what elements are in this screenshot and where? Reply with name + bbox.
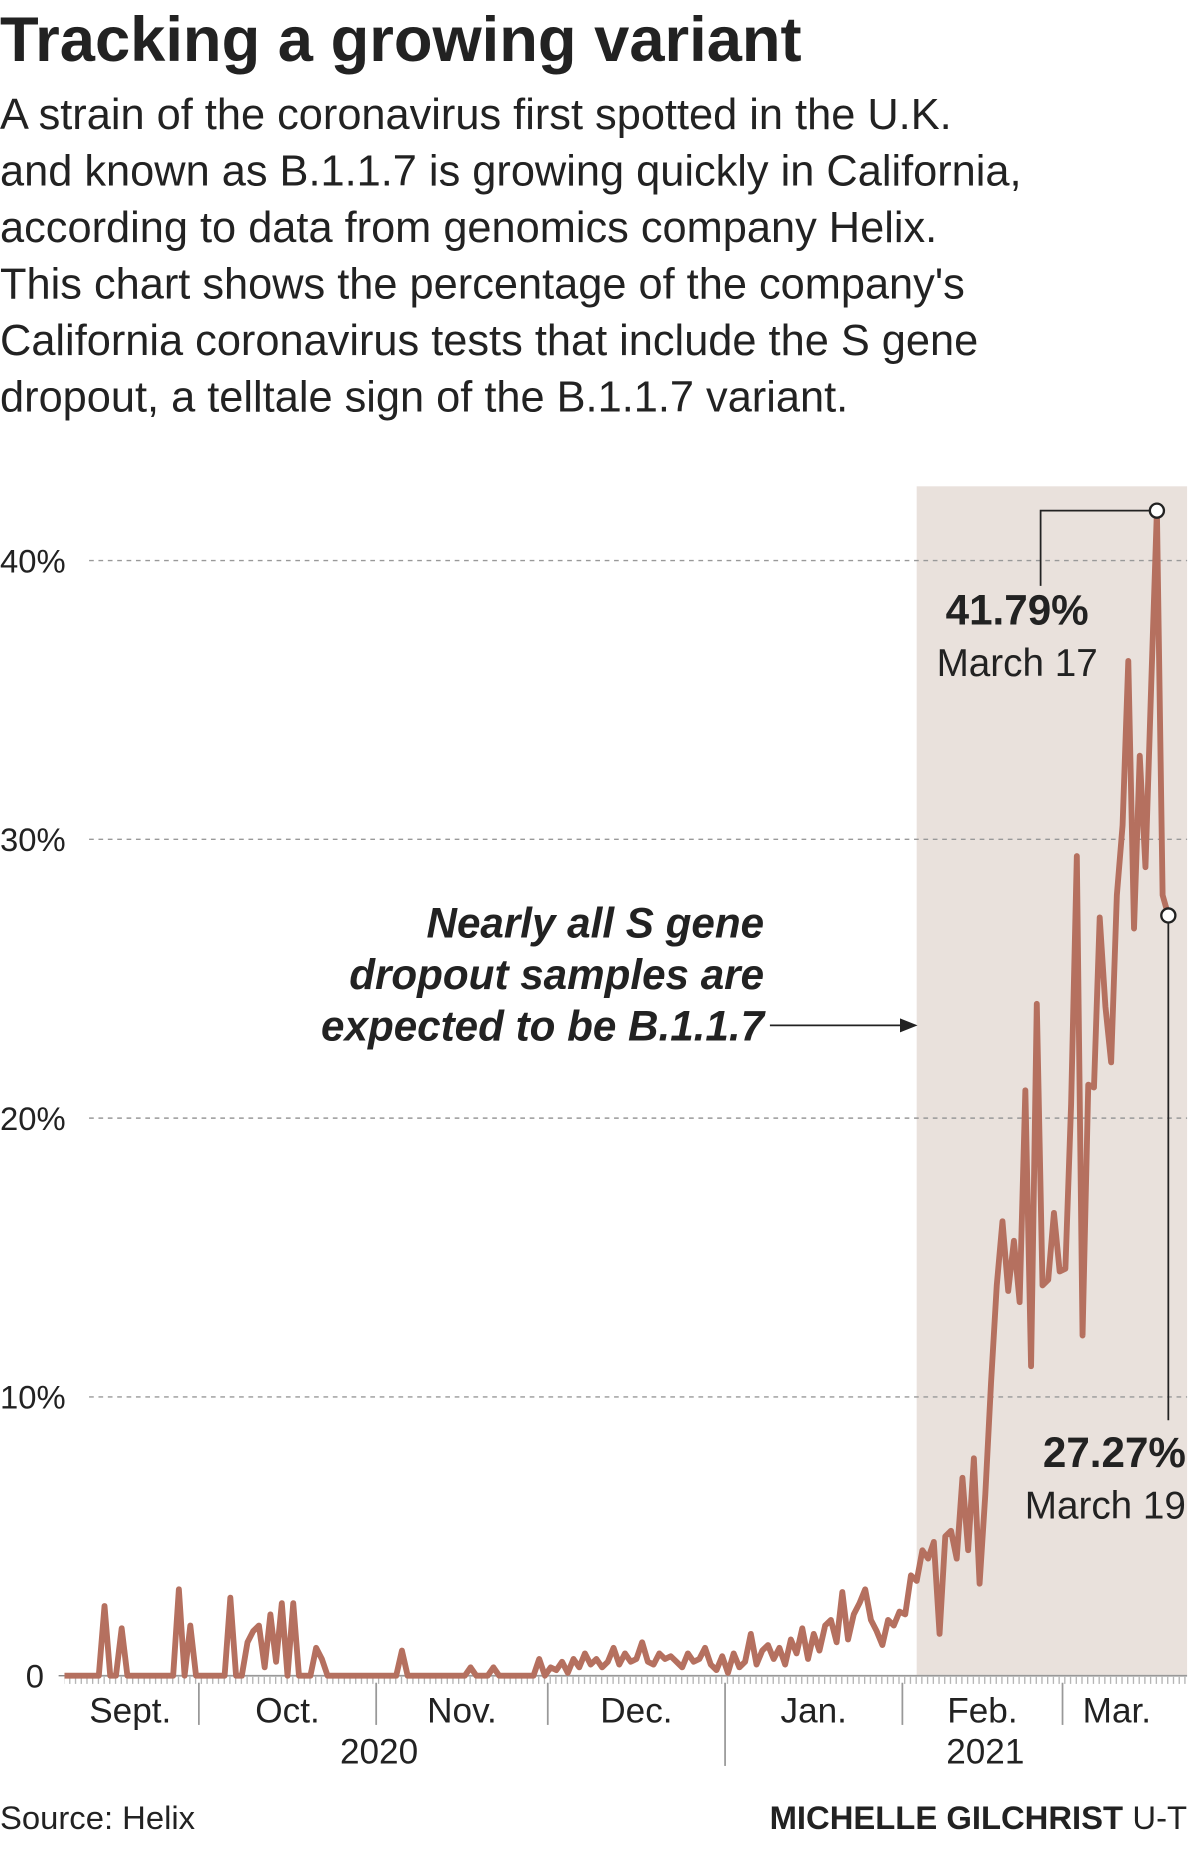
- callout-point: [1148, 502, 1166, 519]
- y-tick-label: 40%: [0, 542, 66, 579]
- x-axis-hatch: [64, 1676, 1188, 1684]
- y-tick-label: 10%: [0, 1379, 66, 1416]
- point-label: March 17: [937, 642, 1098, 685]
- year-label: 2021: [946, 1733, 1024, 1772]
- credit: MICHELLE GILCHRIST U-T: [770, 1799, 1187, 1836]
- point-label: March 19: [1025, 1485, 1186, 1528]
- x-tick-label: Oct.: [255, 1692, 319, 1731]
- subtitle-line: This chart shows the percentage of the c…: [0, 260, 965, 308]
- x-tick-label: Nov.: [427, 1692, 497, 1731]
- annotation-text: Nearly all S gene: [427, 899, 765, 946]
- value-label: 27.27%: [1043, 1429, 1186, 1476]
- chart-title: Tracking a growing variant: [0, 5, 802, 75]
- source: Source: Helix: [0, 1799, 196, 1836]
- x-tick-label: Feb.: [947, 1692, 1017, 1731]
- annotation-text: expected to be B.1.1.7: [321, 1003, 767, 1050]
- subtitle-line: California coronavirus tests that includ…: [0, 317, 978, 365]
- credit-name: MICHELLE GILCHRIST: [770, 1799, 1123, 1836]
- data-line: [64, 507, 1172, 1679]
- x-tick-label: Sept.: [89, 1692, 171, 1731]
- subtitle-line: dropout, a telltale sign of the B.1.1.7 …: [0, 373, 848, 421]
- x-tick-label: Jan.: [781, 1692, 847, 1731]
- subtitle-line: according to data from genomics company …: [0, 204, 937, 252]
- annotation-text: dropout samples are: [349, 951, 764, 998]
- y-tick-label: 20%: [0, 1100, 66, 1137]
- subtitle-line: A strain of the coronavirus first spotte…: [0, 91, 952, 139]
- y-tick-label: 30%: [0, 821, 66, 858]
- callout-leader: [1039, 509, 1150, 586]
- annotation-arrowhead: [899, 1018, 918, 1033]
- x-tick-label: Mar.: [1083, 1692, 1151, 1731]
- x-tick-label: Dec.: [600, 1692, 672, 1731]
- y-tick-label: 0: [26, 1657, 44, 1694]
- value-label: 41.79%: [946, 587, 1089, 634]
- subtitle-line: and known as B.1.1.7 is growing quickly …: [0, 147, 1022, 195]
- callout-point: [1160, 907, 1177, 924]
- year-label: 2020: [340, 1733, 418, 1772]
- credit-org: U-T: [1132, 1799, 1187, 1836]
